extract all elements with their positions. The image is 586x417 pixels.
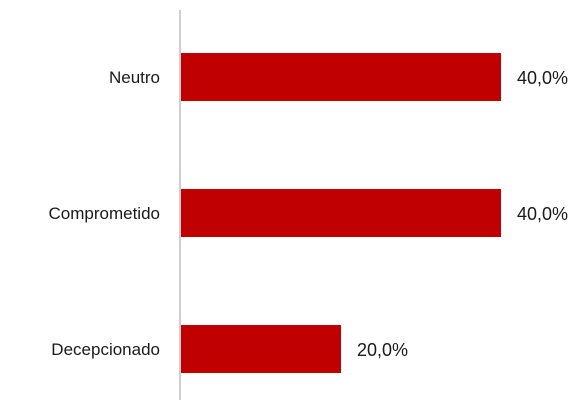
category-label-decepcionado: Decepcionado xyxy=(51,340,160,359)
category-labels-group: Neutro Comprometido Decepcionado xyxy=(49,68,161,359)
value-label-neutro: 40,0% xyxy=(517,68,568,88)
value-labels-group: 40,0% 40,0% 20,0% xyxy=(357,68,568,360)
bar-decepcionado xyxy=(181,325,341,373)
value-label-comprometido: 40,0% xyxy=(517,204,568,224)
category-label-comprometido: Comprometido xyxy=(49,204,161,223)
bars-group xyxy=(181,53,501,373)
bar-neutro xyxy=(181,53,501,101)
value-label-decepcionado: 20,0% xyxy=(357,340,408,360)
category-label-neutro: Neutro xyxy=(109,68,160,87)
bar-comprometido xyxy=(181,189,501,237)
